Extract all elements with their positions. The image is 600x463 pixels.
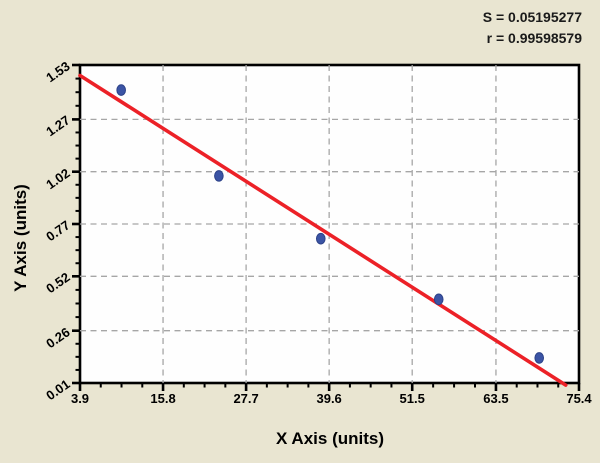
data-point (315, 232, 326, 245)
x-tick-label: 63.5 (483, 391, 509, 406)
x-tick-label: 15.8 (150, 391, 176, 406)
x-tick-label: 51.5 (399, 391, 425, 406)
data-point (116, 84, 126, 96)
regression-stats: S = 0.05195277 r = 0.99598579 (483, 7, 582, 49)
data-point (433, 293, 444, 306)
stat-r-value: r = 0.99598579 (486, 30, 582, 46)
x-tick-label: 39.6 (316, 391, 342, 406)
data-point (214, 170, 224, 182)
x-tick-label: 3.9 (70, 391, 90, 406)
stat-s-value: S = 0.05195277 (482, 9, 582, 25)
x-tick-label: 27.7 (233, 391, 259, 406)
x-axis-title: X Axis (units) (276, 429, 384, 448)
y-axis-title: Y Axis (units) (11, 184, 30, 292)
data-point (534, 352, 545, 364)
regression-line (78, 73, 568, 387)
x-tick-label: 75.4 (566, 391, 592, 406)
